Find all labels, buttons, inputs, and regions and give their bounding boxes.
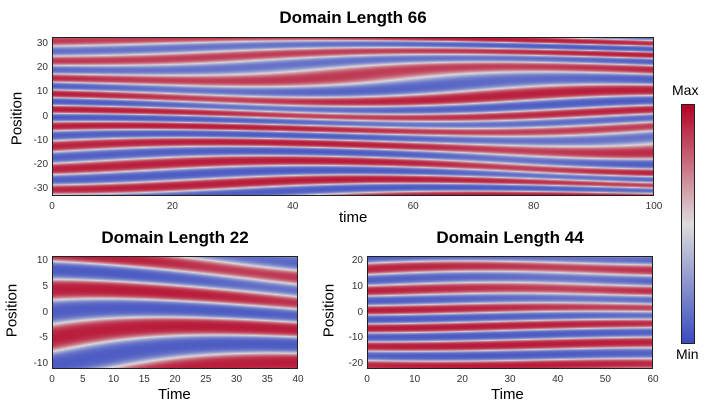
x-tick-label: 10 [409, 374, 421, 385]
y-tick-label: 10 [351, 280, 363, 292]
y-tick-label: -10 [348, 332, 363, 344]
x-tick-label: 20 [166, 201, 178, 212]
x-tick-label: 40 [552, 374, 564, 385]
x-tick-label: 100 [645, 201, 663, 212]
heatmap-canvas-44 [368, 257, 652, 368]
y-tick-label: -20 [348, 357, 363, 369]
x-tick-label: 40 [292, 374, 304, 385]
heatmap-plot-66 [52, 37, 654, 196]
y-tick-label: 20 [36, 62, 48, 74]
colorbar-min-label: Min [676, 346, 699, 362]
y-tick-label: -30 [33, 182, 48, 194]
x-tick-label: 25 [200, 374, 212, 385]
y-tick-label: 0 [357, 306, 363, 318]
x-tick-label: 30 [230, 374, 243, 385]
y-tick-label: 30 [36, 38, 48, 50]
x-tick-label: 0 [364, 374, 370, 385]
chart-title-66: Domain Length 66 [279, 8, 427, 27]
x-tick-label: 20 [456, 374, 468, 385]
colorbar-gradient [681, 104, 695, 344]
colorbar-max-label: Max [672, 82, 699, 98]
x-tick-label: 40 [287, 201, 299, 212]
x-tick-label: 35 [261, 374, 273, 385]
x-tick-label: 60 [647, 374, 659, 385]
y-tick-label: -10 [33, 357, 48, 369]
x-tick-label: 50 [599, 374, 611, 385]
x-tick-label: 10 [107, 374, 120, 385]
heatmap-canvas-22 [53, 257, 297, 368]
x-tick-label: 20 [169, 374, 181, 385]
y-axis-label-22: Position [3, 283, 21, 338]
y-tick-label: 0 [42, 110, 48, 122]
heatmap-plot-44 [367, 256, 653, 369]
x-axis-label-44: Time [491, 386, 524, 403]
y-tick-label: -10 [33, 134, 48, 146]
y-tick-label: 10 [36, 86, 48, 98]
heatmap-canvas-66 [53, 38, 653, 195]
y-tick-label: -5 [39, 332, 48, 344]
x-tick-label: 60 [407, 201, 419, 212]
y-tick-label: 20 [351, 255, 363, 267]
chart-title-22: Domain Length 22 [101, 228, 249, 247]
x-tick-label: 0 [49, 201, 55, 212]
y-tick-label: 0 [42, 306, 48, 318]
chart-title-44: Domain Length 44 [436, 228, 584, 247]
x-tick-label: 15 [138, 374, 150, 385]
heatmap-plot-22 [52, 256, 298, 369]
x-tick-label: 30 [504, 374, 516, 385]
x-tick-label: 5 [79, 374, 86, 385]
x-axis-label-22: Time [158, 386, 191, 403]
x-tick-label: 80 [528, 201, 540, 212]
y-tick-label: 5 [42, 280, 48, 292]
x-axis-label-66: time [339, 209, 368, 226]
y-tick-label: -20 [33, 158, 48, 170]
x-tick-label: 0 [49, 374, 55, 385]
y-tick-label: 10 [36, 255, 48, 267]
